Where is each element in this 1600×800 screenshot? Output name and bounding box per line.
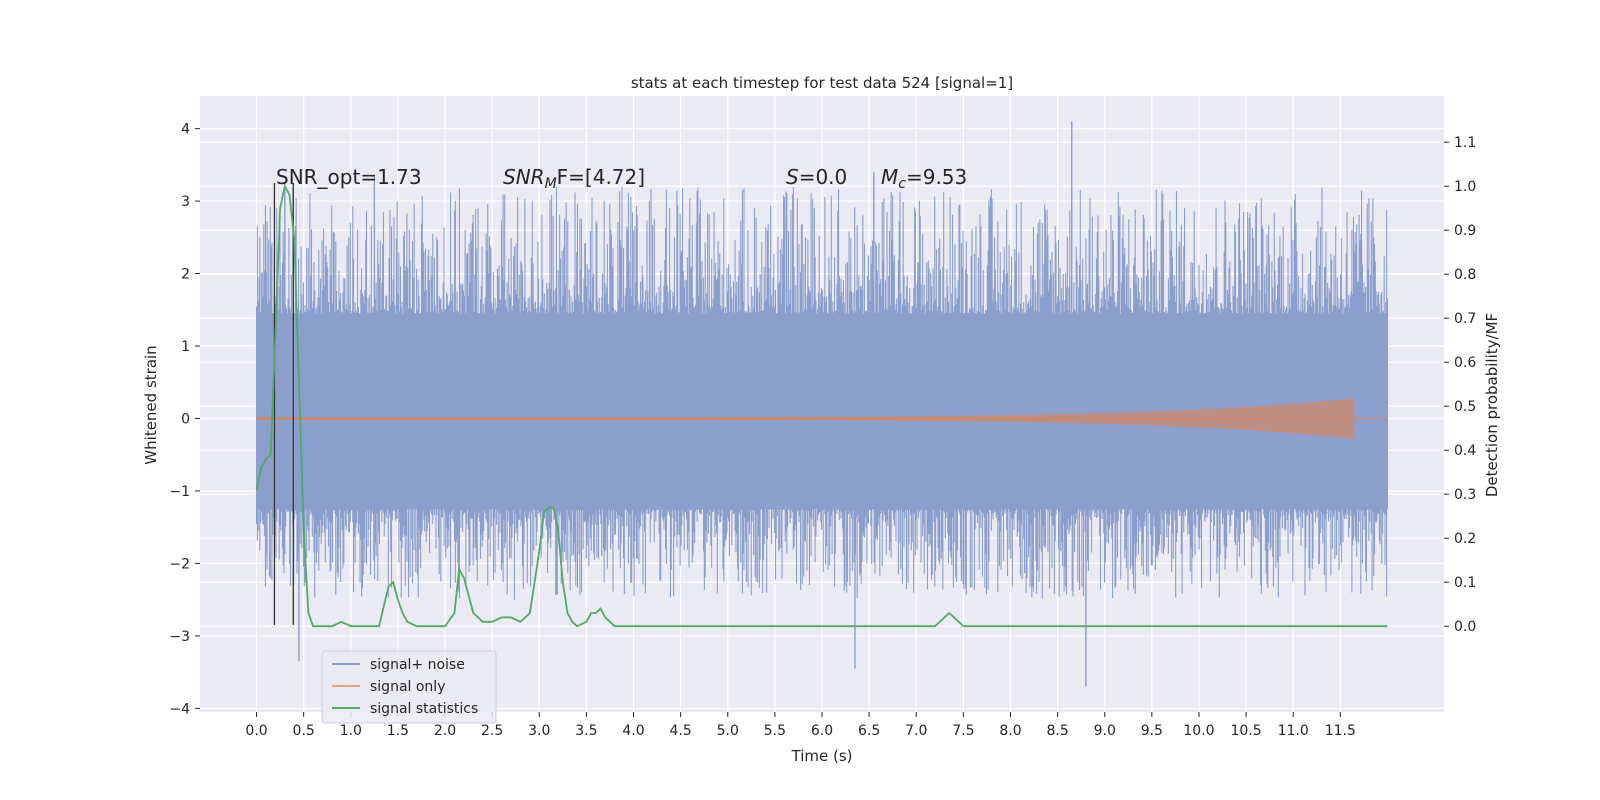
- x-axis-label: Time (s): [791, 747, 853, 765]
- x-tick-label: 1.0: [340, 723, 362, 739]
- y-axis-label-right: Detection probability/MF: [1483, 313, 1501, 497]
- x-tick-label: 6.0: [811, 723, 833, 739]
- y-tick-label: −4: [169, 701, 190, 717]
- legend-label-stats: signal statistics: [370, 701, 478, 717]
- signal-layer: [256, 398, 1388, 439]
- x-tick-label: 10.0: [1183, 723, 1214, 739]
- y-tick-label: −1: [169, 484, 190, 500]
- legend-label-noise: signal+ noise: [370, 657, 465, 673]
- annotation-mc: Mc=9.53: [881, 165, 967, 192]
- y-right-tick-label: 0.7: [1454, 311, 1476, 327]
- x-tick-label: 8.5: [1046, 723, 1068, 739]
- y-tick-label: 1: [181, 339, 190, 355]
- x-tick-label: 3.5: [575, 723, 597, 739]
- y-tick-label: 0: [181, 411, 190, 427]
- x-tick-label: 11.5: [1325, 723, 1356, 739]
- y-right-tick-label: 0.4: [1454, 443, 1476, 459]
- x-tick-label: 5.5: [764, 723, 786, 739]
- annotation-s: S=0.0: [786, 165, 847, 189]
- x-tick-label: 0.5: [293, 723, 315, 739]
- y-right-tick-label: 0.3: [1454, 487, 1476, 503]
- y-right-tick-label: 0.1: [1454, 575, 1476, 591]
- y-axis-label: Whitened strain: [142, 345, 160, 464]
- stats-layer: [255, 183, 1388, 628]
- annotation-snr-mf: SNRMF=[4.72]: [503, 165, 645, 192]
- mc-value: =9.53: [906, 165, 967, 189]
- y-right-tick-label: 0.2: [1454, 531, 1476, 547]
- y-ticks-right: 1.1 1.0 0.9 0.8 0.7 0.6 0.5 0.4 0.3 0.2 0.1 0.0: [1444, 135, 1476, 635]
- y-ticks-left: 4 3 2 1 0 −1 −2 −3 −4: [169, 122, 200, 717]
- x-tick-label: 10.5: [1231, 723, 1262, 739]
- y-right-tick-label: 0.5: [1454, 399, 1476, 415]
- x-tick-label: 6.5: [858, 723, 880, 739]
- snr-mf-main: SNR: [503, 165, 545, 189]
- s-symbol: S: [786, 165, 799, 189]
- x-tick-label: 7.5: [952, 723, 974, 739]
- y-tick-label: 2: [181, 267, 190, 283]
- legend-label-signal: signal only: [370, 679, 445, 695]
- snr-mf-subscript: M: [545, 176, 557, 192]
- y-tick-label: 3: [181, 194, 190, 210]
- chart-title: stats at each timestep for test data 524…: [631, 74, 1013, 92]
- y-right-tick-label: 0.0: [1454, 619, 1476, 635]
- snr-mf-value: F=[4.72]: [557, 165, 645, 189]
- x-tick-label: 0.0: [245, 723, 267, 739]
- y-right-tick-label: 0.8: [1454, 267, 1476, 283]
- x-tick-label: 9.0: [1094, 723, 1116, 739]
- annotation-snr-opt: SNR_opt=1.73: [276, 165, 422, 189]
- y-right-tick-label: 1.0: [1454, 179, 1476, 195]
- x-tick-label: 1.5: [387, 723, 409, 739]
- s-value: =0.0: [799, 165, 848, 189]
- x-ticks: 0.0 0.5 1.0 1.5 2.0 2.5 3.0 3.5 4.0 4.5 5.0 5.5 6.0 6…: [245, 712, 1356, 739]
- x-tick-label: 5.0: [717, 723, 739, 739]
- y-right-tick-label: 1.1: [1454, 135, 1476, 151]
- x-tick-label: 4.5: [670, 723, 692, 739]
- y-tick-label: −3: [169, 629, 190, 645]
- vertical-markers: [273, 182, 294, 626]
- y-right-tick-label: 0.9: [1454, 223, 1476, 239]
- x-tick-label: 4.0: [622, 723, 644, 739]
- signal-statistics-series: [255, 183, 1388, 628]
- x-tick-label: 3.0: [528, 723, 550, 739]
- mc-symbol: M: [881, 165, 898, 189]
- mc-subscript: c: [898, 176, 906, 192]
- legend-box: [321, 650, 497, 724]
- x-tick-label: 11.0: [1278, 723, 1309, 739]
- x-tick-label: 8.0: [999, 723, 1021, 739]
- x-tick-label: 7.0: [905, 723, 927, 739]
- y-tick-label: 4: [181, 122, 190, 138]
- legend: signal+ noise signal only signal statist…: [321, 650, 497, 724]
- y-tick-label: −2: [169, 556, 190, 572]
- x-tick-label: 2.5: [481, 723, 503, 739]
- y-right-tick-label: 0.6: [1454, 355, 1476, 371]
- x-tick-label: 2.0: [434, 723, 456, 739]
- x-tick-label: 9.5: [1141, 723, 1163, 739]
